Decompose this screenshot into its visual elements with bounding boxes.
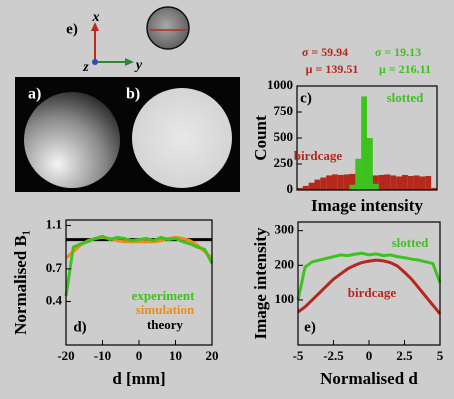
x-tick-label: -5 <box>293 348 304 363</box>
bar <box>372 183 379 190</box>
x-axis-label: Image intensity <box>311 196 423 215</box>
bar <box>367 138 373 190</box>
bar <box>425 175 432 190</box>
bar <box>384 174 391 190</box>
image-b-disc <box>132 88 232 188</box>
bar <box>413 175 420 190</box>
x-arrow-head <box>91 22 99 31</box>
bar <box>361 96 367 190</box>
series-label: slotted <box>392 235 430 250</box>
bar <box>396 176 402 190</box>
x-tick-label: 0 <box>366 348 373 363</box>
x-tick-label: -20 <box>57 348 74 363</box>
x-tick-label: 5 <box>437 348 444 363</box>
line <box>297 258 442 315</box>
series-label: birdcage <box>348 285 397 300</box>
x-axis-label: Normalised d <box>320 369 418 388</box>
bar <box>355 158 362 190</box>
x-tick-label: 2.5 <box>396 348 413 363</box>
y-axis-label: Normalised B₁ <box>11 230 30 335</box>
stat-label: μ = 139.51 <box>306 62 359 76</box>
bar <box>390 175 397 190</box>
series-label: birdcage <box>294 148 343 163</box>
x-tick-label: 20 <box>206 348 219 363</box>
bar <box>302 185 309 190</box>
bar <box>431 187 437 190</box>
y-arrow-head <box>125 58 134 66</box>
stat-label: σ = 59.94 <box>302 45 348 59</box>
y-tick-label: 0.4 <box>46 293 63 308</box>
bar <box>326 175 332 190</box>
axis-letter: x <box>92 10 100 25</box>
axis-letter: z <box>82 60 89 75</box>
axis-letter: y <box>134 58 143 73</box>
series-label: theory <box>147 317 184 332</box>
bar <box>372 175 379 190</box>
x-tick-label: 0 <box>136 348 143 363</box>
y-axis-label: Image intensity <box>251 227 270 339</box>
panel-label: d) <box>73 319 86 335</box>
y-axis-label: Count <box>251 115 270 161</box>
panel-label: b) <box>126 86 140 103</box>
series-label: experiment <box>132 288 195 303</box>
y-tick-label: 1000 <box>267 77 293 92</box>
y-tick-label: 100 <box>275 291 295 306</box>
bar <box>349 173 356 190</box>
stat-label: σ = 19.13 <box>375 45 421 59</box>
bar <box>308 182 315 190</box>
panel-label: c) <box>300 90 312 106</box>
x-tick-label: 10 <box>169 348 182 363</box>
image-a-disc <box>24 92 120 188</box>
bar <box>343 174 350 190</box>
bar <box>297 187 303 190</box>
y-tick-label: 1.1 <box>46 216 62 231</box>
series-label: slotted <box>387 90 425 105</box>
y-tick-label: 0.7 <box>46 260 63 275</box>
bar <box>349 184 356 190</box>
bar <box>407 175 414 190</box>
z-dot <box>92 59 98 65</box>
y-tick-label: 0 <box>287 181 294 196</box>
panel-label: e) <box>304 319 316 335</box>
bar <box>337 174 344 190</box>
bar <box>419 176 426 190</box>
y-tick-label: 200 <box>275 256 295 271</box>
y-tick-label: 750 <box>274 103 294 118</box>
panel-label: a) <box>28 86 41 103</box>
panel-label: e) <box>66 21 78 37</box>
x-tick-label: -10 <box>94 348 111 363</box>
line <box>296 251 442 301</box>
y-tick-label: 300 <box>275 222 295 237</box>
bar <box>402 174 408 190</box>
x-tick-label: -2.5 <box>323 348 344 363</box>
bar <box>320 177 327 190</box>
line <box>64 234 214 297</box>
y-tick-label: 500 <box>274 129 294 144</box>
y-tick-label: 250 <box>274 155 294 170</box>
sample-disc <box>146 6 190 50</box>
bar <box>378 174 385 190</box>
x-axis-label: d [mm] <box>112 369 165 388</box>
bar <box>314 179 321 190</box>
bar <box>332 174 338 190</box>
series-label: simulation <box>136 302 195 317</box>
stat-label: μ = 216.11 <box>379 62 431 76</box>
